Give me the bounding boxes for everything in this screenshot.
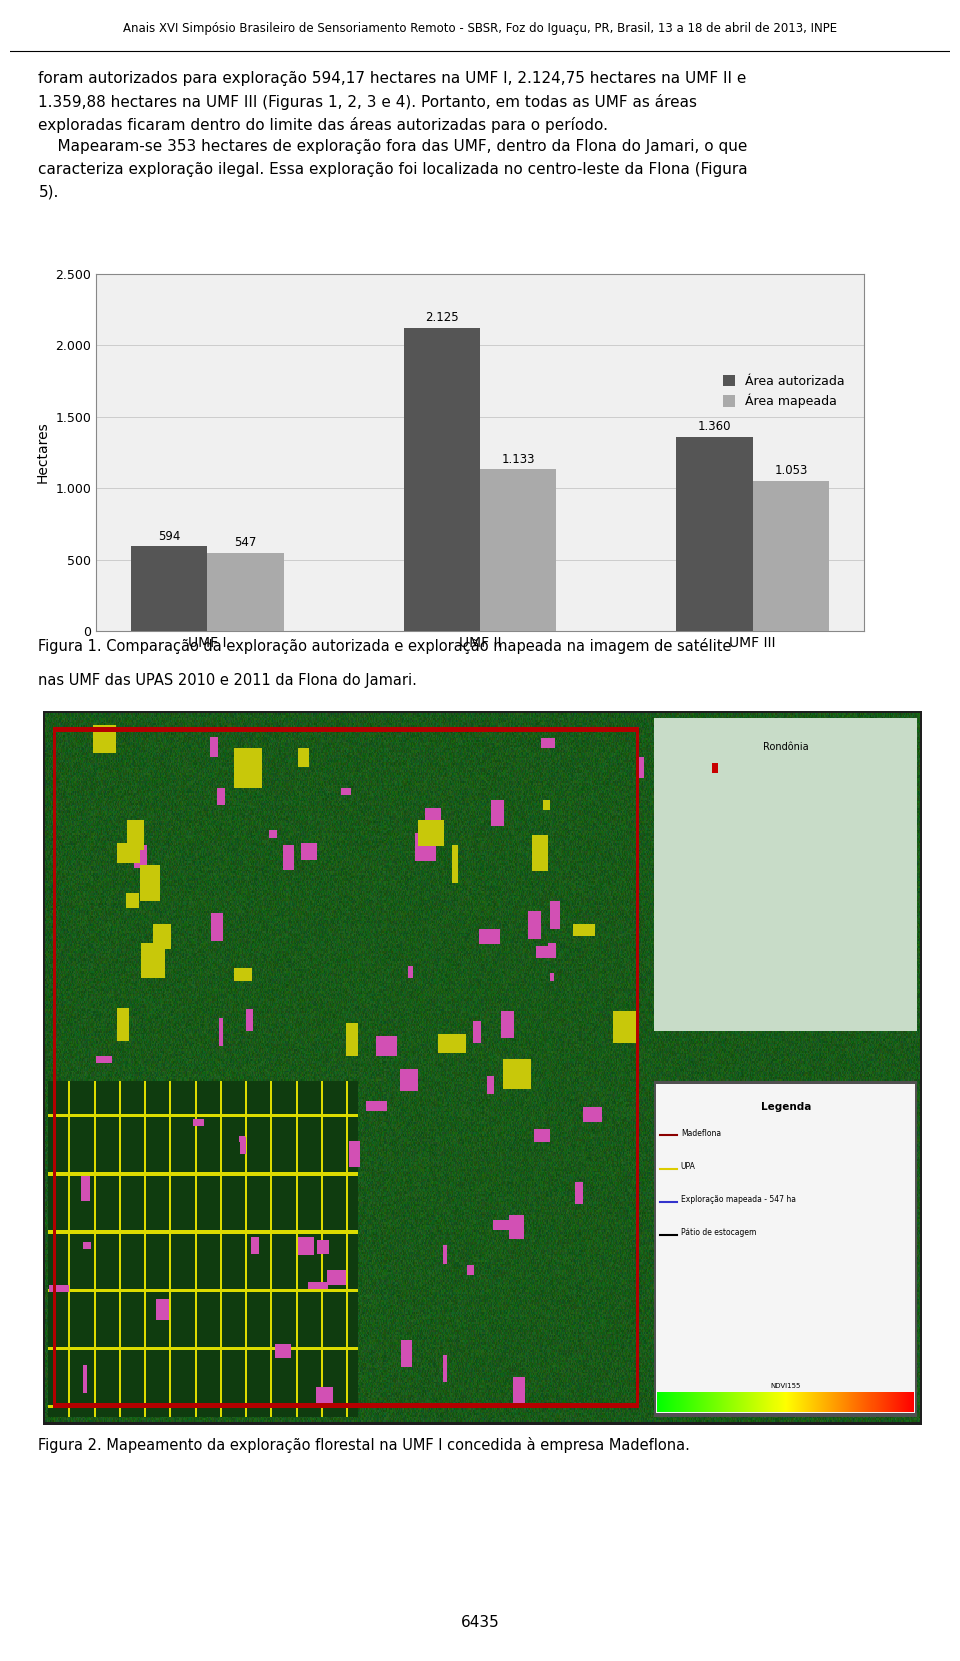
Text: UPA: UPA bbox=[681, 1163, 696, 1171]
Text: 547: 547 bbox=[234, 537, 256, 550]
Text: Mapearam-se 353 hectares de exploração fora das UMF, dentro da Flona do Jamari, : Mapearam-se 353 hectares de exploração f… bbox=[38, 140, 748, 154]
Text: exploradas ficaram dentro do limite das áreas autorizadas para o período.: exploradas ficaram dentro do limite das … bbox=[38, 116, 609, 133]
Text: 1.133: 1.133 bbox=[501, 453, 535, 465]
Text: caracteriza exploração ilegal. Essa exploração foi localizada no centro-leste da: caracteriza exploração ilegal. Essa expl… bbox=[38, 161, 748, 176]
Y-axis label: Hectares: Hectares bbox=[36, 422, 50, 483]
Bar bbox=[677, 437, 753, 631]
Text: Madeflona: Madeflona bbox=[681, 1129, 721, 1138]
Text: Rondônia: Rondônia bbox=[763, 742, 808, 752]
Text: 2.125: 2.125 bbox=[425, 311, 459, 324]
Text: foram autorizados para exploração 594,17 hectares na UMF I, 2.124,75 hectares na: foram autorizados para exploração 594,17… bbox=[38, 71, 747, 86]
Text: Exploração mapeada - 547 ha: Exploração mapeada - 547 ha bbox=[681, 1196, 796, 1204]
Text: 5).: 5). bbox=[38, 184, 59, 199]
Text: 1.360: 1.360 bbox=[698, 420, 732, 434]
Bar bbox=[403, 327, 480, 631]
Text: nas UMF das UPAS 2010 e 2011 da Flona do Jamari.: nas UMF das UPAS 2010 e 2011 da Flona do… bbox=[38, 673, 418, 688]
Text: Figura 2. Mapeamento da exploração florestal na UMF I concedida à empresa Madefl: Figura 2. Mapeamento da exploração flore… bbox=[38, 1437, 690, 1453]
Text: 1.359,88 hectares na UMF III (Figuras 1, 2, 3 e 4). Portanto, em todas as UMF as: 1.359,88 hectares na UMF III (Figuras 1,… bbox=[38, 95, 697, 110]
Bar bbox=[131, 546, 207, 631]
Text: NDVI155: NDVI155 bbox=[771, 1384, 801, 1389]
Text: 1.053: 1.053 bbox=[774, 463, 807, 477]
Bar bbox=[207, 553, 283, 631]
Text: Anais XVI Simpósio Brasileiro de Sensoriamento Remoto - SBSR, Foz do Iguaçu, PR,: Anais XVI Simpósio Brasileiro de Sensori… bbox=[123, 22, 837, 35]
Text: Legenda: Legenda bbox=[760, 1103, 811, 1113]
Text: 594: 594 bbox=[157, 530, 180, 543]
Bar bbox=[480, 470, 557, 631]
Text: Pátio de estocagem: Pátio de estocagem bbox=[681, 1229, 756, 1237]
Legend: Área autorizada, Área mapeada: Área autorizada, Área mapeada bbox=[718, 370, 850, 414]
Text: 6435: 6435 bbox=[461, 1614, 499, 1631]
Text: Figura 1. Comparação da exploração autorizada e exploração mapeada na imagem de : Figura 1. Comparação da exploração autor… bbox=[38, 638, 732, 654]
Bar bbox=[753, 480, 829, 631]
